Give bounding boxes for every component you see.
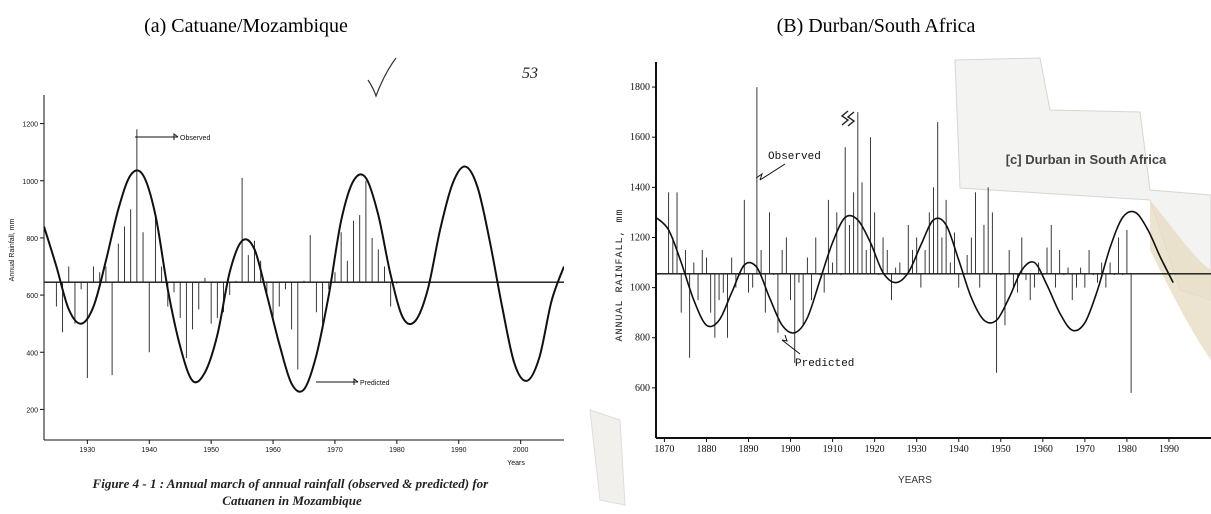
x-tick-label: 2000 <box>513 447 529 454</box>
x-tick-label: 1870 <box>654 444 674 455</box>
y-tick-label: 1000 <box>630 283 650 294</box>
x-tick-label: 1920 <box>865 444 885 455</box>
x-tick-label: 1970 <box>327 447 343 454</box>
x-tick-label: 1950 <box>991 444 1011 455</box>
checkmark-icon <box>367 57 397 98</box>
predicted-arrow-icon <box>353 378 359 385</box>
x-tick-label: 1980 <box>389 447 405 454</box>
predicted-pointer <box>781 339 801 355</box>
y-tick-label: 600 <box>635 383 650 394</box>
y-tick-label: 400 <box>26 350 38 357</box>
x-tick-label: 1950 <box>203 447 219 454</box>
predicted-curve <box>655 210 1174 334</box>
axis-break-icon-2 <box>846 111 856 127</box>
x-tick-label: 1990 <box>451 447 467 454</box>
y-tick-label: 800 <box>26 236 38 243</box>
x-tick-label: 1960 <box>265 447 281 454</box>
x-tick-label: 1980 <box>1117 444 1137 455</box>
panel-a-plot: 200 400 600 800 1000 1200 1930 1940 1950 1960 1970… <box>22 95 564 454</box>
y-tick-label: 1800 <box>630 82 650 93</box>
x-tick-label: 1940 <box>949 444 969 455</box>
torn-paper-patch <box>954 57 1211 301</box>
x-tick-label: 1910 <box>823 444 843 455</box>
observed-annotation: Observed <box>768 151 821 163</box>
predicted-annotation: Predicted <box>795 358 854 370</box>
x-tick-label: 1930 <box>907 444 927 455</box>
page-number: 53 <box>522 65 538 82</box>
x-tick-label: 1930 <box>80 447 96 454</box>
y-tick-label: 800 <box>635 333 650 344</box>
y-tick-label: 1400 <box>630 182 650 193</box>
observed-annotation: Observed <box>180 135 210 142</box>
x-tick-label: 1970 <box>1075 444 1095 455</box>
panel-b-xlabel: YEARS <box>898 475 932 486</box>
panel-b-ylabel: ANNUAL RAINFALL, mm <box>615 208 626 341</box>
panel-a-title: (a) Catuane/Mozambique <box>144 15 348 37</box>
panel-b-plot: 600 800 1000 1200 1400 1600 1800 1870 1880 1890 19… <box>630 62 1211 455</box>
predicted-arrow-icon <box>781 334 788 342</box>
observed-arrow-icon <box>755 172 763 181</box>
panel-a-xlabel: Years <box>507 460 525 467</box>
y-tick-label: 200 <box>26 407 38 414</box>
y-tick-label: 1200 <box>630 232 650 243</box>
x-tick-label: 1990 <box>1159 444 1179 455</box>
paper-edge-left <box>589 409 626 506</box>
panel-b-inset-label: [c] Durban in South Africa <box>1006 152 1167 167</box>
x-tick-label: 1900 <box>781 444 801 455</box>
panel-a-ylabel: Annual Rainfall, mm <box>9 219 16 282</box>
x-tick-label: 1940 <box>141 447 157 454</box>
y-tick-label: 1200 <box>22 122 38 129</box>
x-tick-label: 1890 <box>739 444 759 455</box>
panel-a-paper <box>0 48 565 458</box>
observed-pointer <box>759 163 786 181</box>
panel-b-title: (B) Durban/South Africa <box>777 15 976 37</box>
y-tick-label: 600 <box>26 293 38 300</box>
y-tick-label: 1600 <box>630 132 650 143</box>
predicted-curve <box>44 165 564 393</box>
y-tick-label: 1000 <box>22 179 38 186</box>
observed-arrow-icon <box>173 133 179 140</box>
x-tick-label: 1960 <box>1033 444 1053 455</box>
axis-break-icon <box>840 110 850 126</box>
stain-mark <box>1150 200 1211 360</box>
predicted-annotation: Predicted <box>360 380 390 387</box>
x-tick-label: 1880 <box>696 444 716 455</box>
panel-a-caption: Figure 4 - 1 : Annual march of annual ra… <box>92 476 492 508</box>
